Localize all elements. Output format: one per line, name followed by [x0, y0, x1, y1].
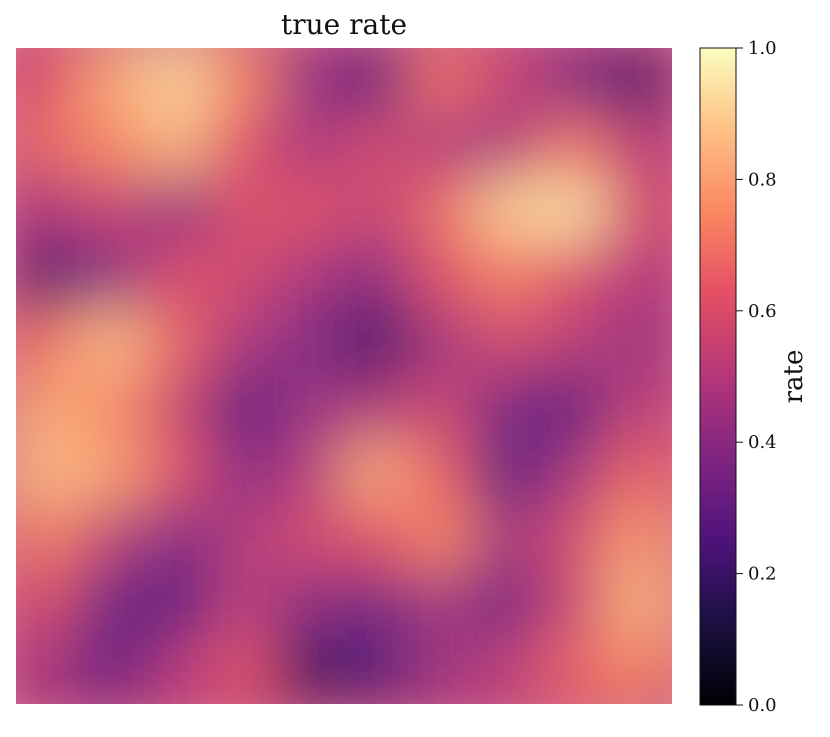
colorbar-tick-label: 0.2 — [748, 564, 777, 585]
colorbar-tick-label: 0.0 — [748, 695, 777, 716]
colorbar-tick-label: 0.4 — [748, 432, 777, 453]
colorbar-label: rate — [779, 350, 809, 404]
chart-title: true rate — [280, 8, 408, 41]
colorbar-gradient — [699, 47, 737, 706]
colorbar: 0.0 0.2 0.4 0.6 0.8 1.0 rate — [699, 38, 809, 716]
colorbar-tick-label: 0.8 — [748, 169, 777, 190]
heatmap-plot-area — [16, 48, 672, 704]
colorbar-tick-label: 0.6 — [748, 301, 777, 322]
heatmap — [16, 48, 672, 704]
heatmap-grain — [16, 48, 672, 704]
colorbar-tick-label: 1.0 — [748, 38, 777, 59]
